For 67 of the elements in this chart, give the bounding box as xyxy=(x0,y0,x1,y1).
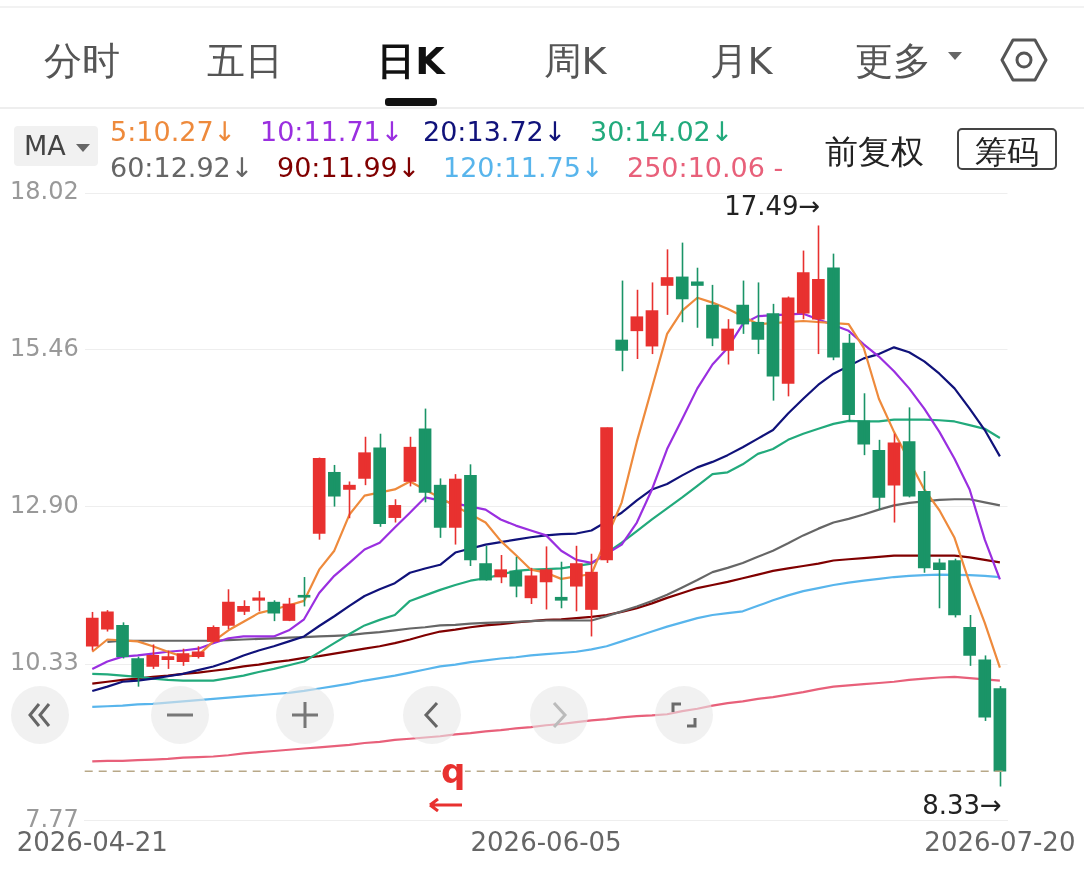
candlestick xyxy=(857,392,871,456)
candlestick xyxy=(675,241,689,324)
candlestick xyxy=(978,654,992,722)
text: 分时 xyxy=(44,38,120,85)
candlestick xyxy=(358,435,371,486)
candlestick xyxy=(116,621,129,660)
text: 月K xyxy=(709,38,773,85)
x-tick-label: 2026-07-20 xyxy=(924,827,1076,858)
text: 筹码 xyxy=(975,132,1039,173)
y-tick-label: 12.90 xyxy=(9,490,79,519)
candlestick xyxy=(297,576,311,608)
candlestick xyxy=(327,464,341,508)
text: 250:10.06 - xyxy=(627,152,784,183)
annotation: 8.33→ xyxy=(922,790,1002,821)
y-tick-label: 15.46 xyxy=(9,334,79,363)
text: 120:11.75↓ xyxy=(443,152,604,183)
candlestick xyxy=(691,266,704,329)
candlestick xyxy=(388,498,402,524)
candlestick xyxy=(101,609,114,633)
candlestick xyxy=(509,556,523,599)
text: 5:10.27↓ xyxy=(110,116,237,147)
text: 20:13.72↓ xyxy=(423,116,567,147)
text: 前复权 xyxy=(825,131,924,173)
text: 10:11.71↓ xyxy=(260,116,404,147)
candlestick xyxy=(448,473,462,546)
candlestick xyxy=(146,643,160,670)
x-tick-label: 2026-06-05 xyxy=(470,827,622,858)
y-tick-label: 18.02 xyxy=(9,177,79,206)
y-tick-label: 10.33 xyxy=(9,648,79,677)
candlestick xyxy=(252,590,265,613)
legend-label: 60:12.92↓ xyxy=(110,152,254,183)
candlestick xyxy=(222,588,235,630)
text: 日K xyxy=(377,38,445,85)
candlestick xyxy=(948,557,961,619)
text: 90:11.99↓ xyxy=(277,152,421,183)
candlestick xyxy=(85,611,99,652)
candlestick xyxy=(464,463,477,567)
candlestick xyxy=(585,552,598,638)
candlestick xyxy=(963,614,976,667)
candlestick xyxy=(917,470,931,574)
candlestick xyxy=(479,544,492,582)
text: MA xyxy=(24,130,66,161)
candlestick xyxy=(660,248,674,316)
candlestick xyxy=(600,426,613,564)
candlestick xyxy=(373,432,387,528)
candlestick xyxy=(842,333,855,423)
candlestick xyxy=(736,279,750,335)
candlestick xyxy=(812,224,825,355)
text: 更多 xyxy=(855,38,931,85)
candlestick xyxy=(343,480,356,520)
text: 周K xyxy=(543,38,607,85)
candlestick xyxy=(312,456,326,541)
annotation: 17.49→ xyxy=(724,191,821,222)
candlestick xyxy=(554,560,568,610)
candlestick xyxy=(827,252,840,362)
candlestick xyxy=(161,649,175,670)
candlestick xyxy=(615,279,629,373)
candlestick xyxy=(433,477,447,539)
candlestick xyxy=(131,655,144,688)
candlestick xyxy=(570,544,583,613)
candlestick xyxy=(494,554,508,584)
candlestick xyxy=(796,249,810,320)
candlestick xyxy=(706,284,719,347)
candlestick xyxy=(721,318,734,366)
text: 五日 xyxy=(207,38,283,85)
text: 30:14.02↓ xyxy=(590,116,734,147)
annotation: q xyxy=(441,751,466,791)
